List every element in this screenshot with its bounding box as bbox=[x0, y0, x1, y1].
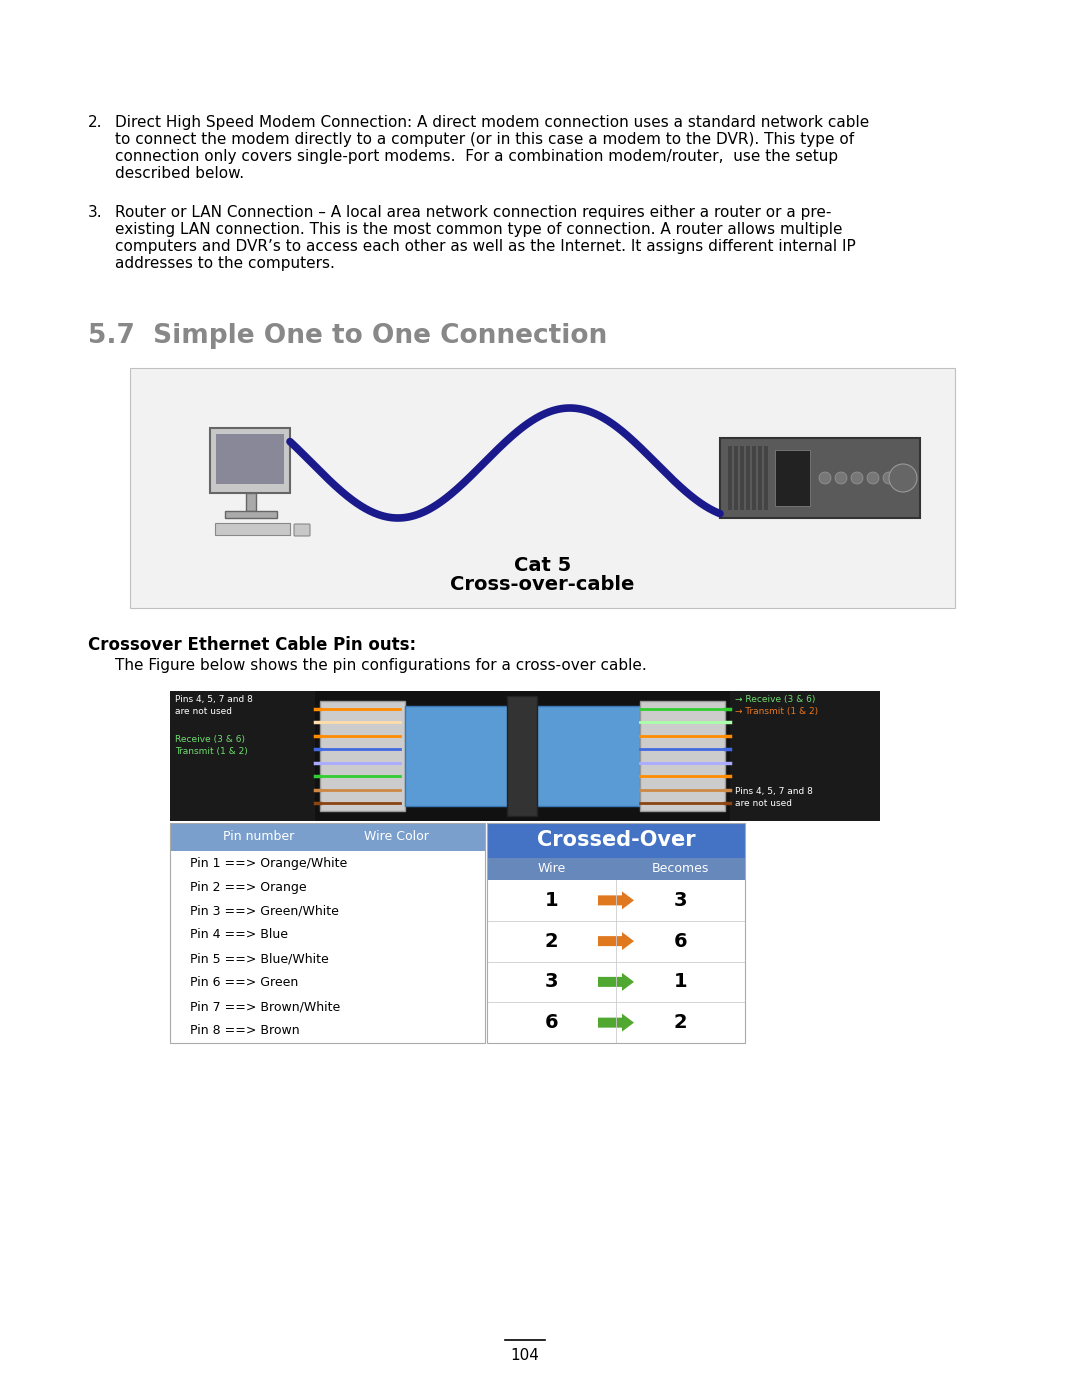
Bar bbox=[752, 446, 756, 510]
Text: Pin 8 ==> Brown: Pin 8 ==> Brown bbox=[190, 1024, 299, 1038]
Bar bbox=[170, 692, 880, 821]
Text: Pins 4, 5, 7 and 8: Pins 4, 5, 7 and 8 bbox=[175, 694, 253, 704]
Bar bbox=[170, 823, 485, 1044]
Bar bbox=[775, 450, 810, 506]
Text: Pin number: Pin number bbox=[222, 830, 294, 844]
Text: Pin 4 ==> Blue: Pin 4 ==> Blue bbox=[190, 929, 288, 942]
FancyBboxPatch shape bbox=[294, 524, 310, 536]
Bar bbox=[640, 701, 725, 812]
Text: Receive (3 & 6): Receive (3 & 6) bbox=[175, 735, 245, 745]
Text: Wire: Wire bbox=[538, 862, 566, 876]
Text: 6: 6 bbox=[674, 932, 687, 950]
FancyArrow shape bbox=[598, 932, 634, 950]
Bar bbox=[487, 823, 745, 1044]
FancyArrow shape bbox=[598, 891, 634, 909]
Text: Crossed-Over: Crossed-Over bbox=[537, 830, 696, 851]
Text: 2: 2 bbox=[674, 1013, 687, 1032]
Text: existing LAN connection. This is the most common type of connection. A router al: existing LAN connection. This is the mos… bbox=[114, 222, 842, 237]
Bar bbox=[405, 705, 640, 806]
Text: Cross-over-cable: Cross-over-cable bbox=[450, 576, 635, 594]
Text: Becomes: Becomes bbox=[652, 862, 710, 876]
Text: Pin 2 ==> Orange: Pin 2 ==> Orange bbox=[190, 880, 307, 894]
Text: 6: 6 bbox=[544, 1013, 558, 1032]
Bar bbox=[210, 427, 291, 493]
Text: The Figure below shows the pin configurations for a cross-over cable.: The Figure below shows the pin configura… bbox=[114, 658, 647, 673]
Bar bbox=[730, 692, 880, 821]
Bar bbox=[487, 858, 745, 880]
Bar bbox=[216, 434, 284, 483]
Bar bbox=[170, 851, 485, 1044]
Bar bbox=[215, 522, 291, 535]
Bar bbox=[746, 446, 750, 510]
Circle shape bbox=[867, 472, 879, 483]
Text: Cat 5: Cat 5 bbox=[514, 556, 571, 576]
Text: 1: 1 bbox=[544, 891, 558, 909]
Text: → Transmit (1 & 2): → Transmit (1 & 2) bbox=[735, 707, 819, 717]
Bar bbox=[225, 511, 276, 518]
FancyArrow shape bbox=[598, 972, 634, 990]
Circle shape bbox=[819, 472, 831, 483]
Text: connection only covers single-port modems.  For a combination modem/router,  use: connection only covers single-port modem… bbox=[114, 149, 838, 163]
Bar bbox=[507, 696, 537, 816]
Text: Pin 6 ==> Green: Pin 6 ==> Green bbox=[190, 977, 298, 989]
Bar bbox=[487, 823, 745, 858]
Text: Crossover Ethernet Cable Pin outs:: Crossover Ethernet Cable Pin outs: bbox=[87, 636, 416, 654]
Bar bbox=[246, 493, 256, 511]
Text: Transmit (1 & 2): Transmit (1 & 2) bbox=[175, 747, 247, 756]
Bar bbox=[130, 367, 955, 608]
Text: 3.: 3. bbox=[87, 205, 103, 219]
FancyArrow shape bbox=[598, 1014, 634, 1031]
Text: described below.: described below. bbox=[114, 166, 244, 182]
Text: Direct High Speed Modem Connection: A direct modem connection uses a standard ne: Direct High Speed Modem Connection: A di… bbox=[114, 115, 869, 130]
Bar bbox=[720, 439, 920, 518]
Text: 3: 3 bbox=[544, 972, 558, 992]
Bar bbox=[170, 692, 315, 821]
Text: computers and DVR’s to access each other as well as the Internet. It assigns dif: computers and DVR’s to access each other… bbox=[114, 239, 855, 254]
Bar bbox=[320, 701, 405, 812]
Bar bbox=[728, 446, 732, 510]
Text: Pins 4, 5, 7 and 8: Pins 4, 5, 7 and 8 bbox=[735, 787, 813, 796]
Text: → Receive (3 & 6): → Receive (3 & 6) bbox=[735, 694, 815, 704]
Bar bbox=[734, 446, 738, 510]
Text: Pin 5 ==> Blue/White: Pin 5 ==> Blue/White bbox=[190, 953, 328, 965]
Text: Pin 7 ==> Brown/White: Pin 7 ==> Brown/White bbox=[190, 1000, 340, 1013]
Text: 104: 104 bbox=[511, 1348, 539, 1363]
Text: Wire Color: Wire Color bbox=[364, 830, 429, 844]
Text: 3: 3 bbox=[674, 891, 687, 909]
Text: 2.: 2. bbox=[87, 115, 103, 130]
Circle shape bbox=[835, 472, 847, 483]
Text: 5.7  Simple One to One Connection: 5.7 Simple One to One Connection bbox=[87, 323, 607, 349]
Text: Pin 3 ==> Green/White: Pin 3 ==> Green/White bbox=[190, 904, 339, 918]
Text: are not used: are not used bbox=[735, 799, 792, 807]
Bar bbox=[487, 880, 745, 1044]
Bar bbox=[758, 446, 762, 510]
Text: addresses to the computers.: addresses to the computers. bbox=[114, 256, 335, 271]
Text: 1: 1 bbox=[674, 972, 687, 992]
Text: Pin 1 ==> Orange/White: Pin 1 ==> Orange/White bbox=[190, 856, 348, 869]
Text: are not used: are not used bbox=[175, 707, 232, 717]
Circle shape bbox=[889, 464, 917, 492]
Circle shape bbox=[851, 472, 863, 483]
Text: 2: 2 bbox=[544, 932, 558, 950]
Bar bbox=[740, 446, 744, 510]
Text: Router or LAN Connection – A local area network connection requires either a rou: Router or LAN Connection – A local area … bbox=[114, 205, 832, 219]
Bar bbox=[170, 823, 485, 851]
Text: to connect the modem directly to a computer (or in this case a modem to the DVR): to connect the modem directly to a compu… bbox=[114, 131, 854, 147]
Bar bbox=[764, 446, 768, 510]
Circle shape bbox=[883, 472, 895, 483]
